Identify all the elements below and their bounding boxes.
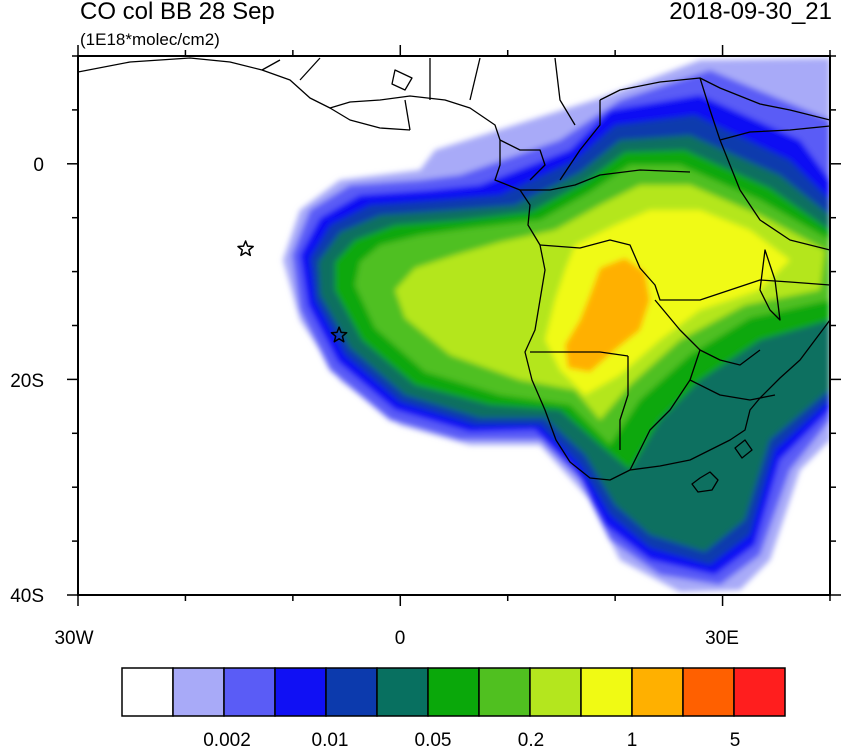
observation-markers (237, 240, 348, 343)
lon-label-30e: 30E (705, 628, 739, 649)
star-marker-icon (237, 240, 254, 257)
lat-label-0: 0 (33, 155, 44, 176)
lat-label-20s: 20S (10, 371, 44, 392)
colorbar (121, 667, 786, 717)
coastline-and-borders (78, 57, 830, 493)
colorbar-tick-label: 0.2 (518, 730, 544, 750)
colorbar-tick-label: 1 (627, 730, 638, 750)
colorbar-swatch (682, 667, 735, 717)
colorbar-swatch (121, 667, 174, 717)
colorbar-swatch (478, 667, 531, 717)
colorbar-labels: 0.002 0.01 0.05 0.2 1 5 (203, 730, 740, 750)
lon-label-30w: 30W (54, 628, 93, 649)
colorbar-swatch (733, 667, 786, 717)
colorbar-swatch (580, 667, 633, 717)
colorbar-tick-label: 0.01 (312, 730, 349, 750)
map-title: CO col BB 28 Sep (80, 0, 275, 25)
colorbar-swatch (223, 667, 276, 717)
units-label: (1E18*molec/cm2) (80, 30, 220, 49)
colorbar-swatch (325, 667, 378, 717)
axis-ticks (67, 45, 841, 606)
colorbar-swatch (427, 667, 480, 717)
colorbar-tick-label: 0.002 (203, 730, 251, 750)
colorbar-swatch (172, 667, 225, 717)
colorbar-swatch (529, 667, 582, 717)
colorbar-swatch (631, 667, 684, 717)
star-marker-icon (330, 326, 348, 343)
co-plume-field (78, 56, 830, 595)
lon-label-0: 0 (395, 628, 406, 649)
datetime-label: 2018-09-30_21 (669, 0, 832, 25)
colorbar-swatch (376, 667, 429, 717)
colorbar-tick-label: 0.05 (415, 730, 452, 750)
colorbar-swatch (274, 667, 327, 717)
colorbar-tick-label: 5 (730, 730, 741, 750)
lat-label-40s: 40S (10, 586, 44, 607)
